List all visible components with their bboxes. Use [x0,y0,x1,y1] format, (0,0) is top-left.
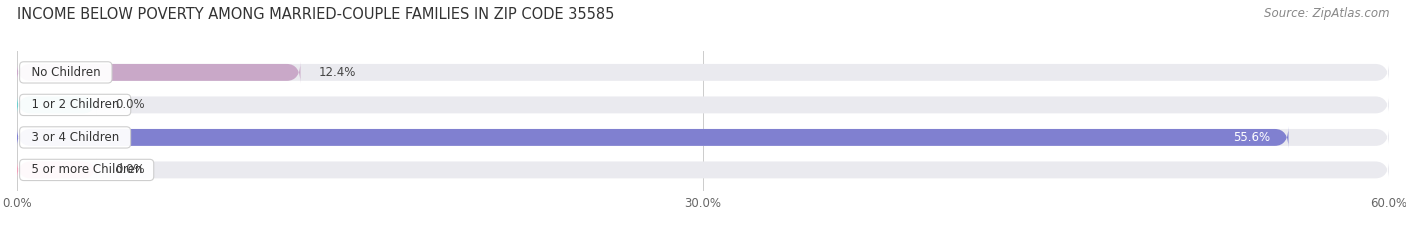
Text: No Children: No Children [24,66,108,79]
FancyBboxPatch shape [17,159,97,181]
FancyBboxPatch shape [17,61,1389,83]
Text: 5 or more Children: 5 or more Children [24,163,149,176]
FancyBboxPatch shape [17,94,97,116]
Text: 0.0%: 0.0% [115,163,145,176]
Text: 3 or 4 Children: 3 or 4 Children [24,131,127,144]
Text: 55.6%: 55.6% [1233,131,1270,144]
FancyBboxPatch shape [17,126,1288,148]
Text: 0.0%: 0.0% [115,98,145,111]
FancyBboxPatch shape [17,94,1389,116]
Text: 12.4%: 12.4% [319,66,356,79]
FancyBboxPatch shape [17,159,1389,181]
FancyBboxPatch shape [17,126,1389,148]
FancyBboxPatch shape [17,61,301,83]
Text: INCOME BELOW POVERTY AMONG MARRIED-COUPLE FAMILIES IN ZIP CODE 35585: INCOME BELOW POVERTY AMONG MARRIED-COUPL… [17,7,614,22]
Text: Source: ZipAtlas.com: Source: ZipAtlas.com [1264,7,1389,20]
Text: 1 or 2 Children: 1 or 2 Children [24,98,127,111]
